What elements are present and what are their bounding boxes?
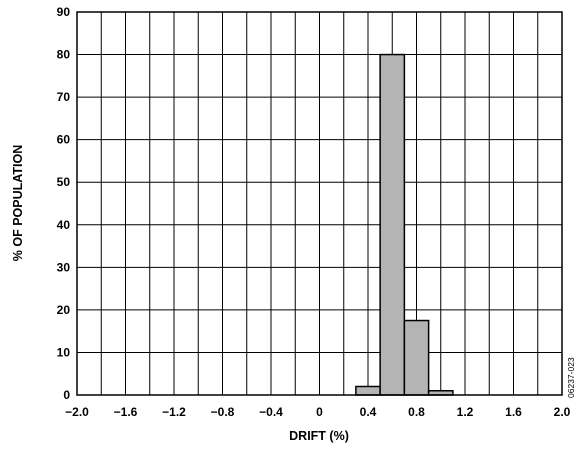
x-tick-label: 1.2 <box>457 405 474 419</box>
x-tick-label: 0.8 <box>408 405 425 419</box>
histogram-bar <box>355 385 381 396</box>
x-tick-label: 1.6 <box>505 405 522 419</box>
x-tick-label: −0.4 <box>259 405 283 419</box>
y-tick-label: 0 <box>63 388 70 402</box>
x-axis-title: DRIFT (%) <box>289 429 349 443</box>
x-tick-labels: −2.0 −1.6 −1.2 −0.8 −0.4 0 0.4 0.8 1.2 1.6 2.0 <box>65 405 571 419</box>
y-tick-label: 70 <box>57 90 71 104</box>
y-tick-label: 20 <box>57 303 71 317</box>
x-tick-label: 0.4 <box>360 405 377 419</box>
x-tick-label: −2.0 <box>65 405 89 419</box>
y-tick-label: 60 <box>57 133 71 147</box>
histogram-bar <box>379 53 406 396</box>
y-axis-title: % OF POPULATION <box>11 145 25 261</box>
y-tick-label: 80 <box>57 48 71 62</box>
y-tick-labels: 0 10 20 30 40 50 60 70 80 90 <box>57 5 71 402</box>
plot-frame <box>76 11 563 396</box>
y-tick-label: 90 <box>57 5 71 19</box>
histogram-bar <box>403 319 430 396</box>
x-tick-label: −1.2 <box>162 405 186 419</box>
y-tick-label: 10 <box>57 345 71 359</box>
grid-lines <box>77 12 562 395</box>
x-tick-label: −0.8 <box>211 405 235 419</box>
y-tick-label: 40 <box>57 218 71 232</box>
figure-id: 06237-023 <box>566 357 576 398</box>
y-tick-label: 50 <box>57 175 71 189</box>
y-tick-label: 30 <box>57 260 71 274</box>
x-tick-label: 2.0 <box>554 405 571 419</box>
x-tick-label: 0 <box>316 405 323 419</box>
x-tick-label: −1.6 <box>114 405 138 419</box>
